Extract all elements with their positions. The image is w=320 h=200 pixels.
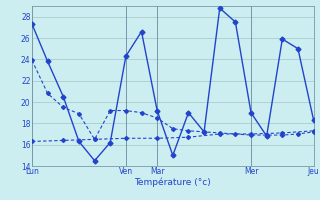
X-axis label: Température (°c): Température (°c) (134, 178, 211, 187)
